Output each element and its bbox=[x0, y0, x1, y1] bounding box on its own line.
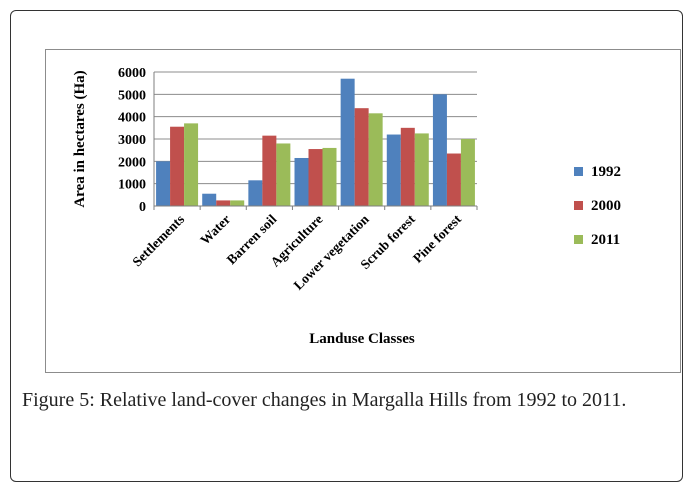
y-axis-title: Area in hectares (Ha) bbox=[72, 70, 88, 207]
legend: 1992 2000 2011 bbox=[574, 164, 621, 248]
bar-1992-scrub-forest bbox=[386, 134, 401, 206]
x-tick-label: Water bbox=[197, 212, 233, 248]
bar-2000-pine-forest bbox=[446, 153, 461, 206]
legend-label-2011: 2011 bbox=[591, 232, 620, 248]
bar-2000-settlements bbox=[170, 126, 185, 206]
axes bbox=[153, 72, 478, 210]
bar-2011-agriculture bbox=[322, 147, 337, 206]
legend-swatch-2000 bbox=[574, 201, 583, 210]
y-tick-label: 5000 bbox=[118, 88, 146, 103]
caption-text: Relative land-cover changes in Margalla … bbox=[94, 389, 627, 411]
y-tick-label: 2000 bbox=[118, 155, 146, 170]
bar-2000-barren-soil bbox=[262, 135, 277, 206]
bars bbox=[156, 78, 475, 206]
bar-2011-barren-soil bbox=[276, 143, 291, 206]
bar-2011-scrub-forest bbox=[414, 133, 429, 206]
figure-caption: Figure 5: Relative land-cover changes in… bbox=[22, 385, 682, 416]
bar-1992-settlements bbox=[156, 161, 171, 206]
bar-2000-water bbox=[216, 200, 231, 206]
bar-1992-lower-vegetation bbox=[340, 78, 355, 206]
bar-2011-pine-forest bbox=[460, 139, 475, 206]
chart-area: 0 1000 2000 3000 4000 5000 6000 Settlements Wat… bbox=[45, 49, 681, 373]
x-tick-label: Pine forest bbox=[410, 211, 465, 266]
bar-2011-settlements bbox=[184, 123, 199, 206]
y-tick-label: 0 bbox=[139, 200, 146, 215]
bar-1992-water bbox=[202, 193, 217, 206]
legend-swatch-2011 bbox=[574, 235, 583, 244]
bar-2000-scrub-forest bbox=[400, 127, 415, 206]
bar-1992-agriculture bbox=[294, 157, 309, 206]
legend-label-1992: 1992 bbox=[591, 164, 621, 180]
x-tick-label: Settlements bbox=[129, 212, 187, 270]
bar-2000-agriculture bbox=[308, 149, 323, 206]
y-tick-label: 4000 bbox=[118, 111, 146, 126]
y-tick-label: 3000 bbox=[118, 133, 146, 148]
legend-label-2000: 2000 bbox=[591, 198, 621, 214]
caption-label: Figure 5: bbox=[22, 389, 95, 411]
bar-1992-barren-soil bbox=[248, 180, 263, 206]
y-tick-label: 6000 bbox=[118, 66, 146, 81]
y-tick-labels: 0 1000 2000 3000 4000 5000 6000 bbox=[118, 66, 146, 215]
bar-chart: 0 1000 2000 3000 4000 5000 6000 Settlements Wat… bbox=[72, 66, 621, 347]
bar-2011-lower-vegetation bbox=[368, 113, 383, 206]
bar-1992-pine-forest bbox=[432, 94, 447, 206]
legend-swatch-1992 bbox=[574, 167, 583, 176]
bar-2000-lower-vegetation bbox=[354, 108, 369, 206]
bar-2011-water bbox=[230, 200, 245, 206]
figure-frame: 0 1000 2000 3000 4000 5000 6000 Settlements Wat… bbox=[10, 10, 683, 482]
x-axis-title: Landuse Classes bbox=[309, 331, 415, 347]
y-tick-label: 1000 bbox=[118, 178, 146, 193]
